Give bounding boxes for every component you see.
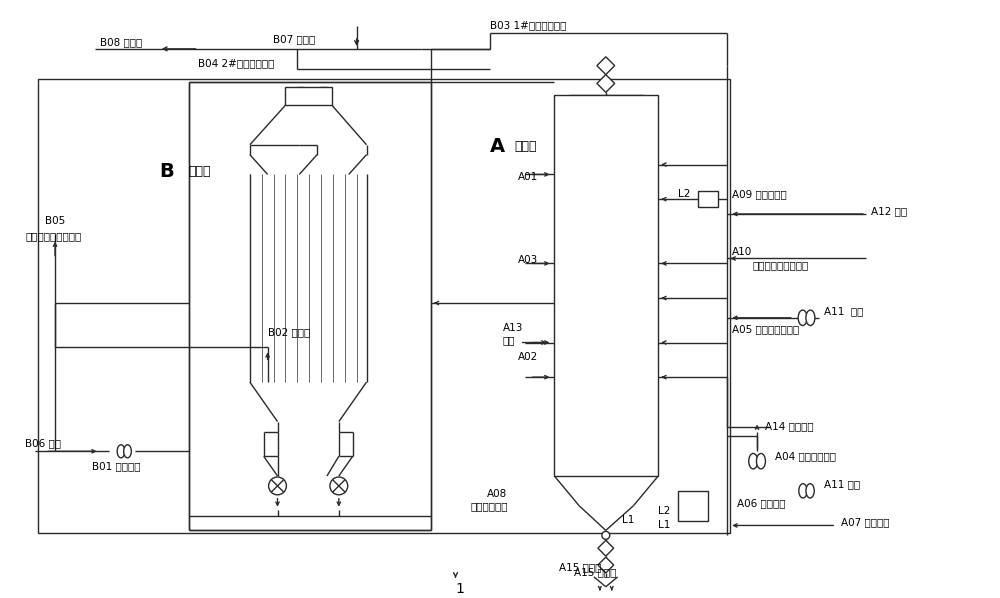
Ellipse shape [799,484,807,498]
Text: A03: A03 [518,255,538,266]
Circle shape [330,477,348,495]
Text: A09 氮气加热器: A09 氮气加热器 [732,189,787,199]
Bar [678,491,708,520]
Ellipse shape [806,484,814,498]
Text: A07 高炉煤气: A07 高炉煤气 [841,517,890,527]
Text: L1: L1 [622,514,634,524]
Text: B: B [159,162,174,181]
Circle shape [269,477,286,495]
Text: L2: L2 [658,506,671,515]
Ellipse shape [124,445,131,458]
Ellipse shape [798,310,807,325]
Text: A11  空气: A11 空气 [824,306,864,316]
Bar [38,78,730,533]
Ellipse shape [756,453,765,469]
Text: B04 2#活性炭输送机: B04 2#活性炭输送机 [198,57,275,68]
Polygon shape [598,540,614,556]
Bar [285,87,332,105]
Text: 排放: 排放 [503,335,515,346]
Text: A: A [490,138,505,156]
Text: A12 氮气: A12 氮气 [871,206,907,216]
Circle shape [602,532,610,539]
Text: A13: A13 [503,323,523,332]
Polygon shape [597,75,615,92]
Polygon shape [598,557,614,573]
Text: 活性炭振动筛: 活性炭振动筛 [470,502,508,512]
Text: A15 去灰仓: A15 去灰仓 [574,567,617,577]
Ellipse shape [806,310,815,325]
Text: A06 助燃风机: A06 助燃风机 [737,498,786,508]
Text: A08: A08 [487,489,507,499]
Polygon shape [597,57,615,75]
Text: A10: A10 [732,246,753,257]
Text: A05 活性炭冷却风机: A05 活性炭冷却风机 [732,325,800,335]
Bar [698,191,718,207]
Text: B01 增压风机: B01 增压风机 [92,461,140,471]
Ellipse shape [117,445,125,458]
Text: 富硫气体去制酸系统: 富硫气体去制酸系统 [752,260,808,270]
Text: A01: A01 [518,172,538,182]
Text: 1: 1 [456,582,464,596]
Ellipse shape [749,453,758,469]
Text: 吸附塔: 吸附塔 [189,165,211,178]
Text: B05: B05 [45,216,65,226]
Text: A15 去灰仓: A15 去灰仓 [559,562,602,572]
Text: B03 1#活性炭输送机: B03 1#活性炭输送机 [490,20,566,30]
Text: B07 净烟气: B07 净烟气 [273,34,315,44]
Text: L2: L2 [678,189,690,199]
Text: B02 稀氮气: B02 稀氮气 [268,328,310,338]
Text: A04 热风循环风机: A04 热风循环风机 [775,451,836,461]
Text: B06 空气: B06 空气 [25,438,61,448]
Text: A11 空气: A11 空气 [824,479,860,489]
Text: 来自烧结机的热烟气: 来自烧结机的热烟气 [25,231,82,241]
Text: L1: L1 [658,520,671,530]
Bar [554,95,658,476]
Text: A02: A02 [518,352,538,362]
Text: B08 去烟囱: B08 去烟囱 [100,37,142,47]
Text: A14 余热利用: A14 余热利用 [765,422,814,432]
Text: 解析塔: 解析塔 [515,141,537,153]
